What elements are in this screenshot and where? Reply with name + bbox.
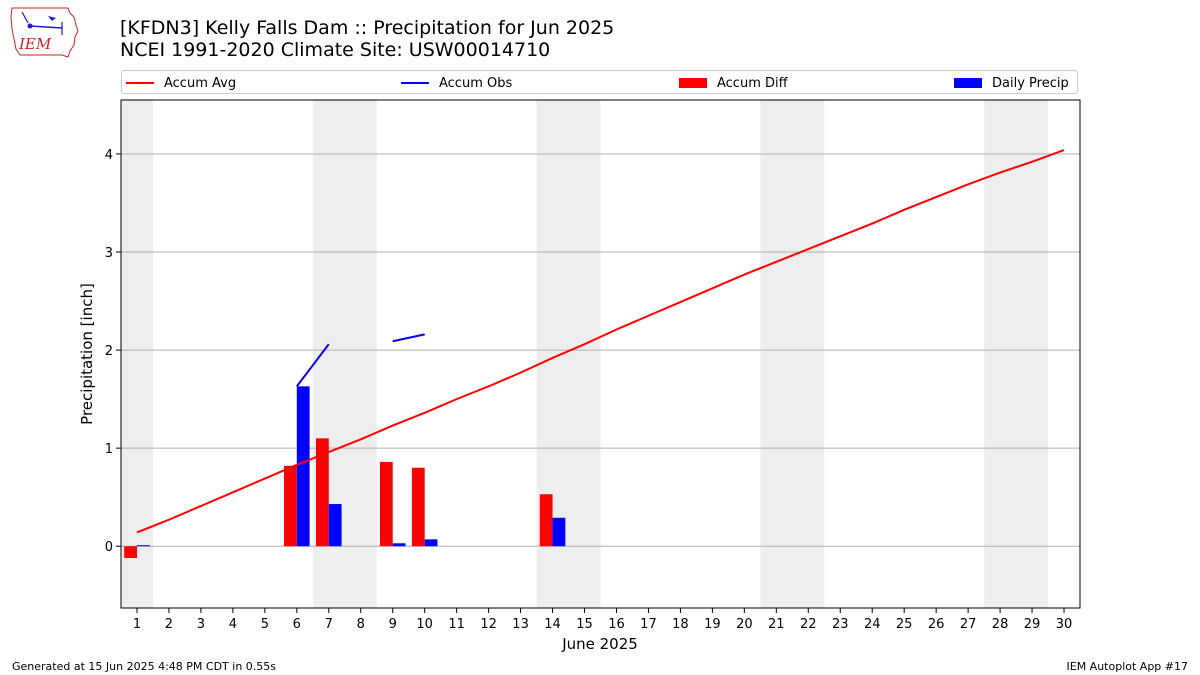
legend-swatch-daily-precip [954, 78, 982, 88]
x-tick-label-19: 19 [704, 617, 721, 632]
logo-text: IEM [18, 35, 52, 53]
weekend-band-4 [984, 100, 1049, 608]
weekend-band-0 [121, 100, 153, 608]
x-tick-label-8: 8 [357, 617, 365, 632]
x-tick-label-11: 11 [448, 617, 465, 632]
x-tick-label-18: 18 [672, 617, 689, 632]
x-tick-label-24: 24 [864, 617, 881, 632]
bars [124, 386, 566, 558]
x-tick-label-9: 9 [389, 617, 397, 632]
x-tick-label-21: 21 [768, 617, 785, 632]
daily-precip-bar-6 [296, 386, 310, 547]
legend-label-accum-obs: Accum Obs [439, 75, 513, 91]
daily-precip-bar-7 [328, 504, 342, 547]
x-tick-label-1: 1 [133, 617, 141, 632]
accum-diff-bar-7 [315, 438, 329, 547]
x-tick-label-13: 13 [512, 617, 529, 632]
x-tick-label-25: 25 [896, 617, 913, 632]
legend-item-accum-obs: Accum Obs [401, 74, 512, 92]
x-tick-label-2: 2 [165, 617, 173, 632]
legend-swatch-accum-diff [679, 78, 707, 88]
x-tick-label-29: 29 [1024, 617, 1041, 632]
legend-item-accum-diff: Accum Diff [679, 74, 788, 92]
legend-item-accum-avg: Accum Avg [126, 74, 236, 92]
legend-label-accum-avg: Accum Avg [164, 75, 237, 91]
x-tick-label-27: 27 [960, 617, 977, 632]
chart-title: [KFDN3] Kelly Falls Dam :: Precipitation… [120, 17, 615, 39]
legend-swatch-accum-obs [401, 82, 429, 84]
x-tick-label-17: 17 [640, 617, 657, 632]
x-tick-label-28: 28 [992, 617, 1009, 632]
x-tick-label-6: 6 [293, 617, 301, 632]
x-tick-label-5: 5 [261, 617, 269, 632]
x-tick-label-16: 16 [608, 617, 625, 632]
daily-precip-bar-10 [424, 539, 438, 547]
daily-precip-bar-1 [136, 545, 150, 547]
accum-avg-line-segment-0 [136, 149, 1065, 534]
x-tick-label-30: 30 [1056, 617, 1073, 632]
x-tick-label-12: 12 [480, 617, 497, 632]
x-tick-label-14: 14 [544, 617, 561, 632]
x-tick-label-20: 20 [736, 617, 753, 632]
series-lines [136, 149, 1065, 534]
x-tick-label-3: 3 [197, 617, 205, 632]
legend-item-daily-precip: Daily Precip [954, 74, 1069, 92]
gridlines [121, 153, 1080, 547]
chart-subtitle: NCEI 1991-2020 Climate Site: USW00014710 [120, 39, 551, 61]
x-tick-label-10: 10 [416, 617, 433, 632]
daily-precip-bar-9 [392, 543, 406, 547]
y-tick-label-3: 3 [105, 246, 113, 261]
y-tick-label-0: 0 [105, 540, 113, 555]
accum-obs-line-segment-0 [296, 343, 330, 387]
accum-diff-bar-1 [124, 546, 137, 558]
iowa-state-outline [10, 7, 79, 58]
x-tick-label-22: 22 [800, 617, 817, 632]
weekend-band-3 [760, 100, 825, 608]
x-tick-label-7: 7 [325, 617, 333, 632]
accum-diff-bar-6 [284, 465, 297, 547]
x-tick-label-23: 23 [832, 617, 849, 632]
x-tick-label-15: 15 [576, 617, 593, 632]
legend-label-accum-diff: Accum Diff [717, 75, 788, 91]
app-note: IEM Autoplot App #17 [1066, 660, 1189, 673]
legend-label-daily-precip: Daily Precip [992, 75, 1069, 91]
legend: Accum Avg Accum Obs Accum Diff Daily Pre… [121, 70, 1078, 94]
y-tick-label-4: 4 [105, 148, 113, 163]
y-tick-label-1: 1 [105, 442, 113, 457]
accum-diff-bar-14 [539, 494, 553, 547]
y-tick-label-2: 2 [105, 344, 113, 359]
weekend-bands [121, 100, 1049, 608]
x-axis-label: June 2025 [561, 635, 638, 653]
legend-swatch-accum-avg [126, 82, 154, 84]
accum-obs-line-segment-1 [392, 333, 425, 343]
accum-diff-bar-10 [411, 467, 425, 547]
iem-logo: IEM [10, 7, 79, 58]
x-tick-label-4: 4 [229, 617, 237, 632]
accum-diff-bar-9 [379, 461, 393, 547]
daily-precip-bar-14 [552, 517, 566, 547]
y-axis-label: Precipitation [inch] [78, 283, 96, 425]
x-tick-label-26: 26 [928, 617, 945, 632]
plot-frame [120, 99, 1081, 609]
generated-note: Generated at 15 Jun 2025 4:48 PM CDT in … [12, 660, 277, 673]
